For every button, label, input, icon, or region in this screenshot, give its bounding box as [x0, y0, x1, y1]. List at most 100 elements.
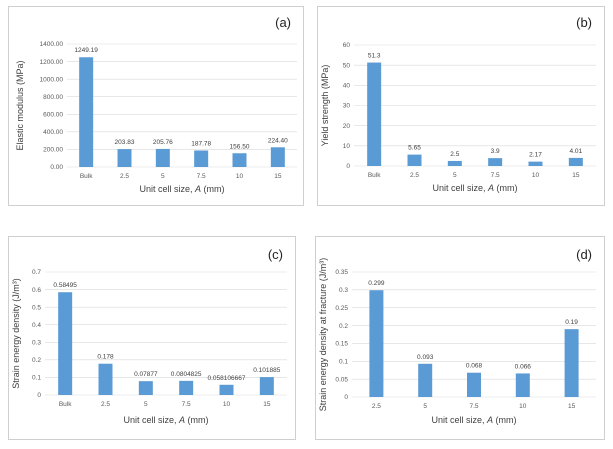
- x-tick-label: 15: [568, 403, 576, 410]
- data-label: 0.066: [515, 363, 532, 370]
- data-label: 2.5: [450, 151, 459, 158]
- y-axis-title: Elastic modulus (MPa): [15, 60, 25, 150]
- x-tick-label: 15: [263, 401, 271, 408]
- bar: [179, 380, 194, 395]
- x-tick-label: 7.5: [182, 401, 191, 408]
- chart-panel-a: (a) 0.00 200.00 400.00 600.00 800.00 1000.00 1…: [8, 6, 304, 206]
- data-label: 0.58495: [53, 282, 77, 289]
- x-tick-label: 15: [572, 172, 580, 179]
- bar: [369, 290, 384, 397]
- panel-label: (a): [275, 15, 291, 30]
- data-label: 224.40: [268, 137, 288, 144]
- x-tick-label: 10: [519, 403, 527, 410]
- y-tick-label: 60: [343, 42, 351, 49]
- x-tick-label: 7.5: [491, 172, 500, 179]
- x-tick-label: 2.5: [101, 401, 110, 408]
- x-axis-title: Unit cell size, A (mm): [139, 184, 224, 194]
- x-tick-label: 5: [423, 403, 427, 410]
- data-label: 0.093: [417, 354, 434, 361]
- y-tick-label: 1400.00: [40, 41, 64, 48]
- bar: [367, 62, 382, 166]
- data-label: 0.101885: [253, 367, 280, 374]
- data-label: 156.50: [230, 143, 250, 150]
- data-label: 4.01: [570, 148, 583, 155]
- data-label: 51.3: [368, 53, 381, 60]
- y-axis-title: Strain energy density (J/m³): [11, 278, 21, 389]
- data-label: 0.0804825: [171, 371, 202, 378]
- y-tick-label: 0.00: [50, 164, 63, 171]
- bar: [270, 147, 285, 167]
- panel-label: (b): [576, 15, 592, 30]
- y-tick-label: 0.1: [339, 358, 348, 365]
- y-tick-label: 30: [343, 103, 351, 110]
- x-tick-label: 10: [532, 172, 540, 179]
- x-tick-label: 5: [144, 401, 148, 408]
- chart-svg-c: 0 0.1 0.2 0.3 0.4 0.5 0.6 0.7 0.58495 Bulk 0.178 2.…: [11, 269, 287, 425]
- y-tick-label: 0: [346, 163, 350, 170]
- bar: [117, 149, 132, 167]
- panel-label: (c): [267, 247, 283, 262]
- chart-svg-a: 0.00 200.00 400.00 600.00 800.00 1000.00 1200.…: [15, 41, 297, 194]
- bar: [98, 363, 113, 395]
- data-label: 5.65: [408, 145, 421, 152]
- x-tick-label: 7.5: [469, 403, 478, 410]
- bar: [528, 161, 543, 166]
- data-label: 0.178: [97, 354, 114, 361]
- y-tick-label: 0.25: [335, 305, 348, 312]
- bar: [467, 372, 481, 397]
- x-tick-label: 5: [453, 172, 457, 179]
- bar: [138, 381, 153, 395]
- y-tick-label: 0.6: [32, 287, 41, 294]
- y-tick-label: 10: [343, 143, 351, 150]
- y-tick-label: 0: [344, 394, 348, 401]
- bar: [515, 373, 530, 397]
- y-tick-label: 0.05: [335, 376, 348, 383]
- data-label: 2.17: [529, 152, 542, 159]
- x-tick-label: 7.5: [197, 173, 206, 180]
- data-label: 203.83: [115, 139, 135, 146]
- bar: [564, 329, 579, 397]
- bar: [155, 148, 170, 167]
- x-tick-label: Bulk: [80, 173, 93, 180]
- y-tick-label: 40: [343, 83, 351, 90]
- y-tick-label: 800.00: [43, 94, 63, 101]
- data-label: 0.068: [466, 363, 483, 370]
- data-label: 0.058106667: [208, 375, 246, 382]
- y-tick-label: 1200.00: [40, 59, 64, 66]
- bar: [407, 154, 422, 166]
- y-tick-label: 0.5: [32, 304, 41, 311]
- bar: [194, 150, 209, 167]
- y-tick-label: 0.7: [32, 269, 41, 276]
- data-label: 0.299: [368, 280, 385, 287]
- bar: [232, 153, 247, 167]
- y-tick-label: 400.00: [43, 129, 63, 136]
- x-tick-label: 15: [274, 173, 282, 180]
- y-tick-label: 0.2: [32, 357, 41, 364]
- y-tick-label: 0.35: [335, 269, 348, 276]
- chart-svg-b: 0 10 20 30 40 50 60 51.3 Bulk 5.65 2.5 2.5 5 3.9 7.5 2.…: [320, 42, 596, 193]
- y-tick-label: 50: [343, 62, 351, 69]
- bar: [488, 158, 503, 166]
- chart-panel-b: (b) 0 10 20 30 40 50 60 51.3 Bulk 5.65 2.5 2.5 5 3.9 7…: [317, 6, 605, 206]
- x-axis-title: Unit cell size, A (mm): [432, 183, 517, 193]
- x-tick-label: Bulk: [368, 172, 381, 179]
- y-tick-label: 1000.00: [40, 76, 64, 83]
- y-axis-title: Strain energy density at fracture (J/m³): [318, 258, 328, 412]
- bar: [447, 160, 462, 166]
- y-tick-label: 0.3: [32, 339, 41, 346]
- x-tick-label: 2.5: [410, 172, 419, 179]
- chart-panel-c: (c) 0 0.1 0.2 0.3 0.4 0.5 0.6 0.7 0.58495 Bulk 0.1…: [8, 236, 296, 440]
- bar: [79, 57, 94, 167]
- y-tick-label: 0.2: [339, 323, 348, 330]
- y-tick-label: 20: [343, 123, 351, 130]
- x-axis-title: Unit cell size, A (mm): [431, 415, 516, 425]
- x-tick-label: 10: [236, 173, 244, 180]
- y-tick-label: 0.4: [32, 322, 41, 329]
- data-label: 3.9: [491, 148, 500, 155]
- bar: [568, 157, 583, 166]
- x-tick-label: 2.5: [372, 403, 381, 410]
- y-tick-label: 200.00: [43, 147, 63, 154]
- data-label: 187.78: [191, 141, 211, 148]
- x-tick-label: 5: [161, 173, 165, 180]
- y-tick-label: 0.15: [335, 341, 348, 348]
